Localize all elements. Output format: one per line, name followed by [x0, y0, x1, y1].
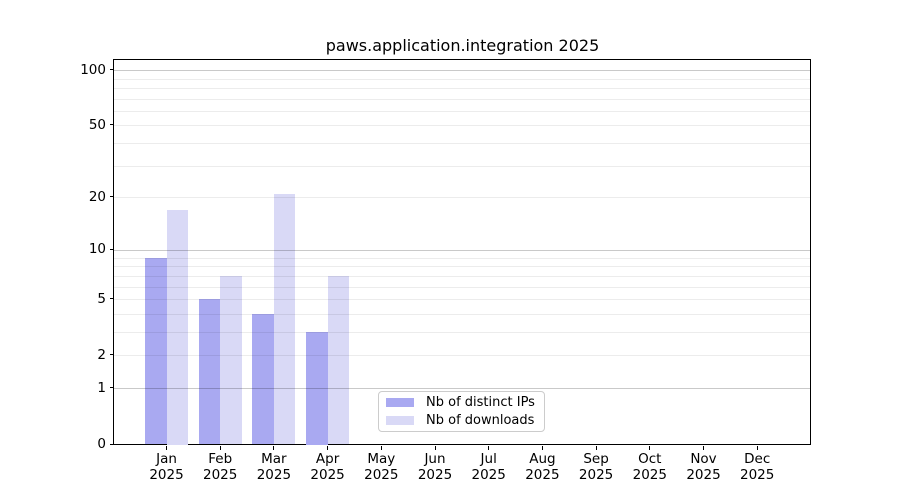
x-tick-mark — [703, 445, 704, 450]
y-tick-label-20: 20 — [88, 188, 106, 205]
x-tick-mark — [488, 445, 490, 450]
y-tick-label-0: 0 — [97, 436, 106, 452]
x-tick-mark — [541, 445, 543, 450]
gridline-minor — [114, 165, 810, 167]
bar-distinct-ips-mar — [252, 313, 274, 445]
x-tick-label-jan: Jan 2025 — [149, 450, 184, 483]
gridline-minor — [114, 78, 810, 80]
y-tick-label-1: 1 — [97, 379, 106, 396]
y-tick-label-10: 10 — [88, 241, 106, 258]
y-tick-mark — [109, 196, 114, 198]
legend-swatch-distinct-ips-icon — [386, 398, 414, 407]
y-tick-mark — [109, 124, 114, 126]
x-tick-mark — [166, 445, 167, 450]
x-tick-mark — [756, 445, 758, 450]
y-tick-label-2: 2 — [97, 346, 106, 363]
legend-label-distinct-ips: Nb of distinct IPs — [426, 394, 535, 410]
gridline-minor — [114, 286, 810, 288]
y-tick-mark — [109, 387, 114, 389]
x-tick-label-feb: Feb 2025 — [203, 450, 238, 483]
bar-downloads-feb — [220, 275, 242, 445]
y-tick-label-100: 100 — [80, 61, 106, 78]
x-tick-mark — [273, 445, 275, 450]
gridline-minor — [114, 266, 810, 268]
gridline-minor — [114, 313, 810, 315]
gridline-minor — [114, 332, 810, 333]
y-tick-mark — [109, 298, 114, 300]
gridline-minor — [114, 355, 810, 357]
gridline-minor — [114, 257, 810, 259]
bar-downloads-mar — [273, 193, 296, 445]
x-tick-label-mar: Mar 2025 — [256, 450, 292, 483]
chart-title: paws.application.integration 2025 — [325, 36, 600, 55]
x-tick-label-apr: Apr 2025 — [310, 450, 345, 483]
bar-downloads-apr — [327, 275, 350, 445]
legend-row-distinct-ips: Nb of distinct IPs — [379, 395, 544, 411]
x-tick-mark — [219, 445, 221, 450]
legend-label-downloads: Nb of downloads — [426, 412, 535, 428]
gridline-minor — [114, 87, 810, 89]
gridline-major — [114, 388, 810, 390]
gridline-minor — [114, 110, 810, 112]
gridline-minor — [114, 275, 810, 277]
x-tick-label-nov: Nov 2025 — [686, 450, 721, 483]
gridline-minor — [114, 143, 810, 145]
gridline-major — [114, 70, 810, 71]
y-tick-mark — [109, 248, 114, 250]
y-tick-mark — [109, 443, 114, 445]
y-tick-label-50: 50 — [88, 116, 106, 133]
x-tick-label-jul: Jul 2025 — [471, 450, 506, 483]
x-tick-label-dec: Dec 2025 — [740, 450, 775, 483]
x-tick-mark — [434, 445, 436, 450]
bar-distinct-ips-jan — [145, 257, 167, 445]
y-tick-mark — [109, 69, 114, 70]
gridline-minor — [114, 125, 810, 127]
x-tick-mark — [595, 445, 597, 450]
gridline-minor — [114, 98, 810, 100]
x-tick-mark — [649, 445, 651, 450]
x-tick-label-oct: Oct 2025 — [632, 450, 667, 483]
gridline-minor — [114, 197, 810, 199]
x-tick-label-may: May 2025 — [364, 450, 399, 483]
x-tick-label-aug: Aug 2025 — [525, 450, 560, 483]
bar-downloads-jan — [166, 210, 188, 445]
legend-swatch-downloads-icon — [386, 416, 414, 425]
x-tick-mark — [327, 445, 329, 450]
bar-distinct-ips-feb — [198, 299, 221, 445]
legend-row-downloads: Nb of downloads — [379, 413, 544, 429]
x-tick-mark — [380, 445, 382, 450]
gridline-minor — [114, 299, 810, 301]
bar-distinct-ips-apr — [306, 332, 328, 445]
y-tick-mark — [109, 354, 114, 356]
x-tick-label-sep: Sep 2025 — [578, 450, 614, 483]
y-tick-label-5: 5 — [97, 290, 106, 307]
legend: Nb of distinct IPs Nb of downloads — [378, 391, 545, 432]
x-tick-label-jun: Jun 2025 — [417, 450, 453, 483]
gridline-major — [114, 249, 810, 251]
plot-area — [113, 59, 811, 445]
